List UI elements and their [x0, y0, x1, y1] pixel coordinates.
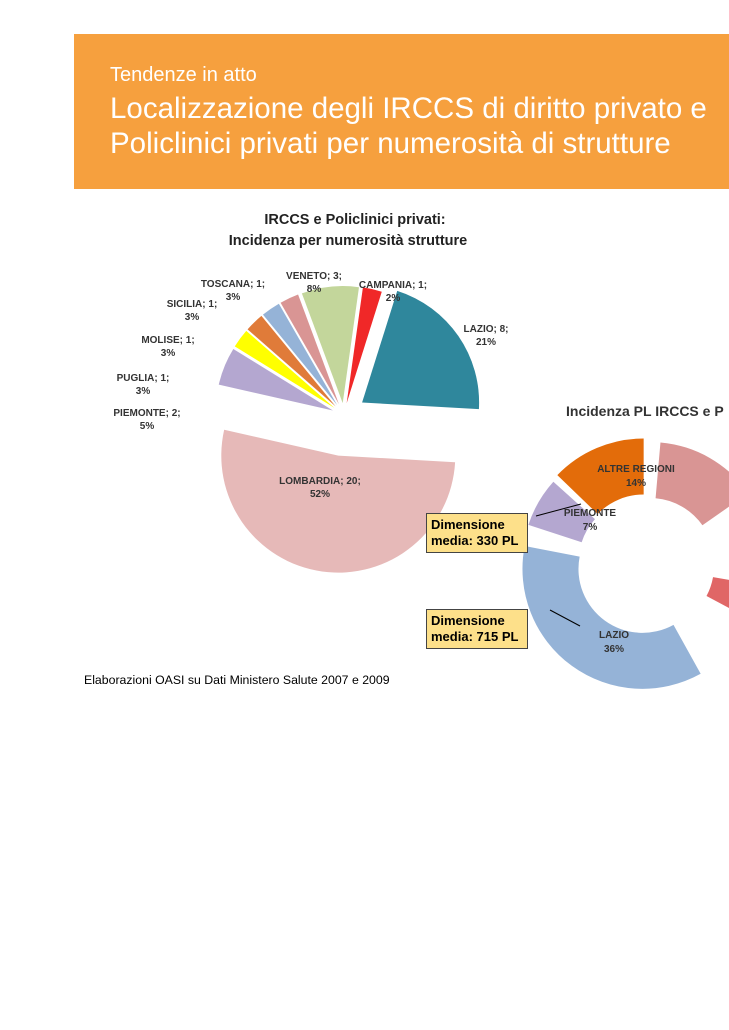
callout-avg-size-1: Dimensione media: 330 PL [426, 513, 528, 553]
header-banner: Tendenze in atto Localizzazione degli IR… [74, 34, 729, 189]
pie1-slice-toscana [280, 294, 339, 405]
pie1-slice-veneto [301, 286, 359, 404]
pie1-title: IRCCS e Policlinici privati: [264, 212, 445, 228]
pie2-slice-lazio [522, 545, 701, 689]
pie2-slice-other-2 [706, 577, 729, 609]
pie1-slice-lombardia [221, 429, 456, 573]
callout-2-connector [549, 609, 581, 627]
pie1-label-campania: CAMPANIA; 1; 2% [359, 280, 427, 304]
pie1-label-molise: MOLISE; 1; 3% [141, 335, 194, 359]
callout-avg-size-2: Dimensione media: 715 PL [426, 609, 528, 649]
callout-1-connector [535, 503, 582, 517]
slide-subtitle: Tendenze in atto [110, 64, 257, 86]
pie2-label-piemonte: PIEMONTE 7% [564, 508, 617, 533]
pie1-slice-puglia [234, 330, 335, 408]
pie1-slice-sicilia [262, 303, 338, 406]
pie2-label-lazio: LAZIO 36% [599, 630, 629, 655]
pie1-slice-campania [346, 287, 382, 404]
pie1-subtitle: Incidenza per numerosità strutture [229, 233, 468, 249]
pie2-slice-piemonte [528, 481, 595, 543]
pie1-label-veneto: VENETO; 3; 8% [286, 271, 342, 295]
pie1-label-toscana: TOSCANA; 1; 3% [201, 279, 265, 303]
pie2-slice-altre [557, 438, 644, 515]
pie1-slices [218, 286, 480, 573]
pie2-slice-other-1 [655, 442, 729, 526]
pie1-slice-molise [247, 315, 336, 407]
pie1-label-puglia: PUGLIA; 1; 3% [117, 373, 170, 397]
slide-title: Localizzazione degli IRCCS di diritto pr… [110, 91, 707, 161]
pie2-slices [522, 438, 729, 689]
pie2-label-altre: ALTRE REGIONI 14% [597, 464, 675, 489]
pie2-labels: ALTRE REGIONI 14% PIEMONTE 7% LAZIO 36% [564, 464, 675, 655]
slide-title-line-2: Policlinici privati per numerosità di st… [110, 127, 671, 160]
pie1-label-lazio: LAZIO; 8; 21% [464, 324, 509, 348]
pie1-label-lombardia: LOMBARDIA; 20; 52% [279, 476, 361, 500]
pie1-slice-piemonte [218, 349, 333, 411]
pie1-label-sicilia: SICILIA; 1; 3% [167, 299, 218, 323]
pie1-label-piemonte: PIEMONTE; 2; 5% [113, 408, 180, 432]
pie1-labels: CAMPANIA; 1; 2% LAZIO; 8; 21% LOMBARDIA; 20;… [113, 271, 508, 500]
pie1-slice-lazio [362, 290, 480, 410]
slide-title-line-1: Localizzazione degli IRCCS di diritto pr… [110, 92, 707, 125]
pie2-title: Incidenza PL IRCCS e P [566, 403, 724, 419]
source-note: Elaborazioni OASI su Dati Ministero Salu… [84, 673, 390, 687]
